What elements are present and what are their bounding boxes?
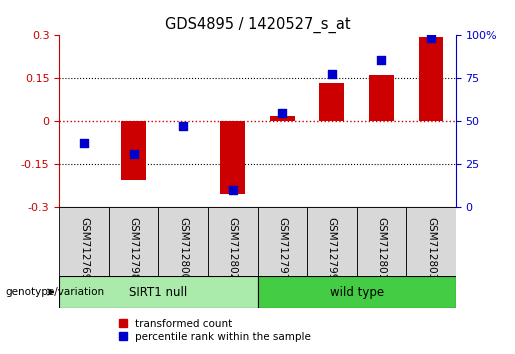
FancyBboxPatch shape — [356, 207, 406, 276]
Text: SIRT1 null: SIRT1 null — [129, 286, 187, 298]
Point — [179, 124, 187, 129]
Point — [229, 187, 237, 193]
FancyBboxPatch shape — [307, 207, 356, 276]
Text: wild type: wild type — [330, 286, 384, 298]
Point — [80, 140, 88, 145]
FancyBboxPatch shape — [258, 276, 456, 308]
Bar — [369, 75, 394, 121]
Title: GDS4895 / 1420527_s_at: GDS4895 / 1420527_s_at — [165, 16, 350, 33]
Text: GSM712801: GSM712801 — [376, 217, 386, 281]
FancyBboxPatch shape — [406, 207, 456, 276]
Text: GSM712800: GSM712800 — [178, 217, 188, 281]
Point — [427, 35, 435, 40]
Text: GSM712797: GSM712797 — [277, 217, 287, 281]
FancyBboxPatch shape — [208, 207, 258, 276]
Point — [278, 110, 286, 116]
FancyBboxPatch shape — [59, 207, 109, 276]
Text: GSM712769: GSM712769 — [79, 217, 89, 281]
Text: GSM712802: GSM712802 — [228, 217, 238, 281]
FancyBboxPatch shape — [159, 207, 208, 276]
Bar — [419, 37, 443, 121]
FancyBboxPatch shape — [109, 207, 159, 276]
Point — [377, 57, 386, 63]
Bar — [220, 121, 245, 194]
FancyBboxPatch shape — [59, 276, 258, 308]
Point — [328, 71, 336, 77]
Text: GSM712798: GSM712798 — [129, 217, 139, 281]
Bar — [319, 82, 344, 121]
Point — [129, 151, 138, 157]
Text: GSM712799: GSM712799 — [327, 217, 337, 281]
Legend: transformed count, percentile rank within the sample: transformed count, percentile rank withi… — [118, 319, 311, 342]
Bar — [270, 116, 295, 121]
FancyBboxPatch shape — [258, 207, 307, 276]
Text: genotype/variation: genotype/variation — [5, 287, 104, 297]
Text: GSM712803: GSM712803 — [426, 217, 436, 281]
Bar — [121, 121, 146, 180]
